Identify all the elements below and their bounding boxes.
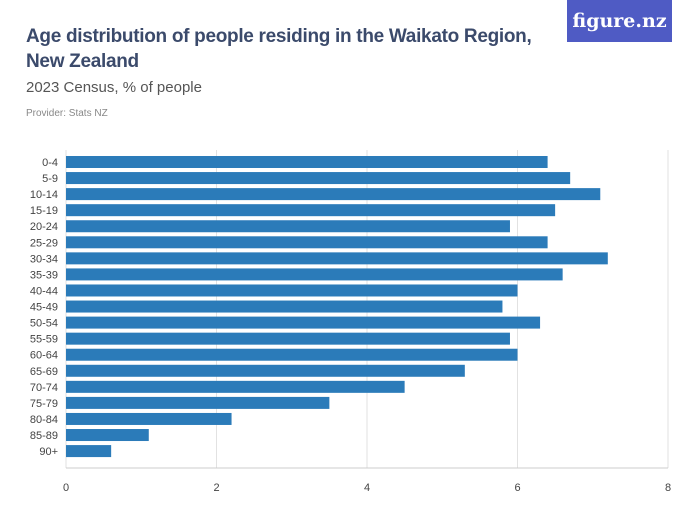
bar [66, 188, 601, 201]
bar [66, 332, 510, 345]
y-tick-label: 60-64 [30, 350, 58, 362]
y-tick-label: 65-69 [30, 366, 58, 378]
x-tick-label: 6 [514, 482, 520, 494]
bar [66, 380, 405, 393]
bar [66, 300, 503, 313]
bar [66, 204, 556, 217]
x-tick-label: 4 [364, 482, 370, 494]
provider-label: Provider: Stats NZ [26, 108, 108, 119]
y-tick-label: 80-84 [30, 414, 58, 426]
bar [66, 348, 518, 361]
bar [66, 364, 465, 377]
figure-nz-logo[interactable]: figure.nz [567, 0, 672, 42]
bar [66, 284, 518, 297]
y-tick-label: 10-14 [30, 189, 58, 201]
y-tick-label: 0-4 [42, 157, 58, 169]
bar [66, 220, 510, 233]
x-tick-label: 0 [63, 482, 69, 494]
chart-title: Age distribution of people residing in t… [26, 26, 532, 72]
y-tick-label: 35-39 [30, 269, 58, 281]
bar [66, 252, 608, 265]
bar [66, 445, 112, 458]
x-tick-label: 8 [665, 482, 671, 494]
bar [66, 396, 330, 409]
bar [66, 412, 232, 425]
y-tick-label: 20-24 [30, 221, 58, 233]
y-tick-label: 70-74 [30, 382, 58, 394]
y-tick-label: 85-89 [30, 430, 58, 442]
bar [66, 268, 563, 281]
bar [66, 156, 548, 168]
chart-subtitle: 2023 Census, % of people [26, 79, 202, 96]
bar [66, 316, 541, 329]
bar [66, 429, 149, 442]
y-tick-label: 55-59 [30, 334, 58, 346]
y-tick-label: 45-49 [30, 302, 58, 314]
y-tick-label: 5-9 [42, 173, 58, 185]
y-tick-label: 90+ [39, 446, 58, 458]
y-tick-label: 25-29 [30, 237, 58, 249]
y-tick-label: 50-54 [30, 318, 58, 330]
y-tick-label: 40-44 [30, 285, 58, 297]
y-tick-label: 15-19 [30, 205, 58, 217]
bar [66, 172, 571, 185]
bar [66, 236, 548, 249]
y-tick-label: 75-79 [30, 398, 58, 410]
x-tick-label: 2 [213, 482, 219, 494]
y-tick-label: 30-34 [30, 253, 58, 265]
